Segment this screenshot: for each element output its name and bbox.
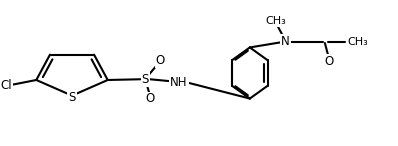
Text: O: O [145,92,154,105]
Text: CH₃: CH₃ [347,37,368,47]
Text: NH: NH [170,76,187,89]
Text: O: O [324,55,334,68]
Text: Cl: Cl [1,79,12,92]
Text: N: N [281,35,290,48]
Text: S: S [68,91,76,104]
Text: O: O [156,54,165,67]
Text: CH₃: CH₃ [265,16,286,26]
Text: S: S [142,73,149,86]
